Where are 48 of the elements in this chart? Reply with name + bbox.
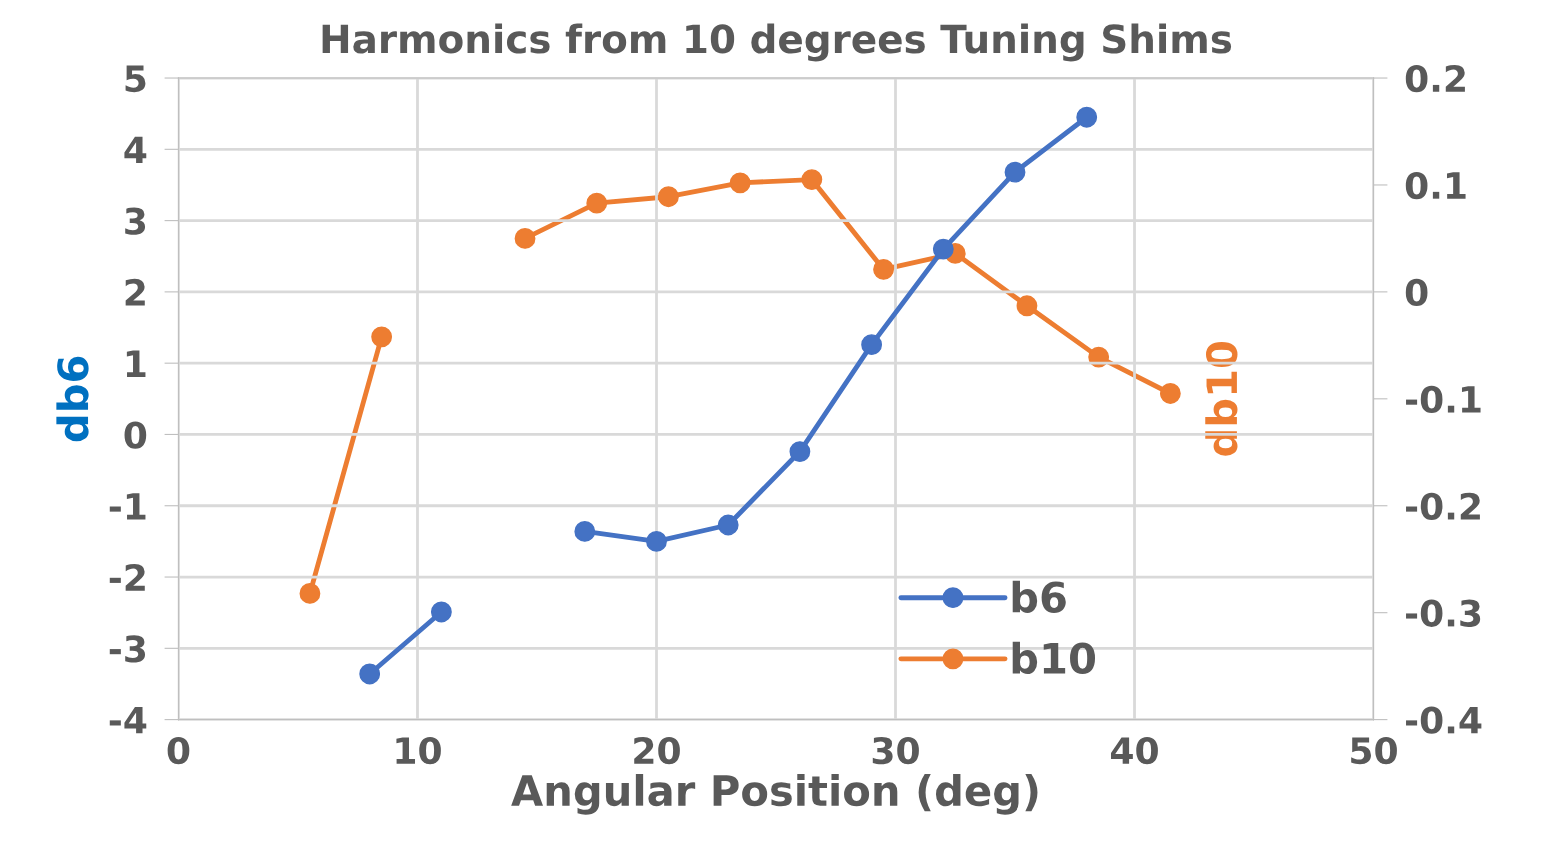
y-tick-label: -2 bbox=[109, 563, 145, 591]
point bbox=[646, 530, 667, 552]
x-tick-label: 30 bbox=[872, 736, 919, 765]
y-tick-label: 3 bbox=[125, 207, 146, 235]
point bbox=[1016, 295, 1038, 317]
point bbox=[371, 326, 393, 348]
x-tick-label: 0 bbox=[167, 736, 190, 765]
y-tick-label: -1 bbox=[109, 493, 146, 520]
chart-title: Harmonics from 10 degrees Tuning Shims bbox=[322, 23, 1232, 62]
y2-tick-label: -0.1 bbox=[1406, 385, 1481, 414]
y-tick-label: 4 bbox=[124, 136, 147, 164]
y2-tick-label: 0 bbox=[1405, 278, 1428, 307]
point bbox=[873, 259, 894, 280]
x-tick-label: 10 bbox=[396, 736, 441, 765]
point bbox=[1004, 161, 1026, 183]
y2-tick-label: -0.2 bbox=[1406, 492, 1480, 520]
point bbox=[717, 514, 739, 536]
point bbox=[658, 186, 679, 208]
y-tick-label: 2 bbox=[125, 278, 145, 306]
x-tick-label: 40 bbox=[1111, 736, 1158, 765]
point bbox=[801, 169, 823, 191]
point bbox=[574, 520, 596, 542]
point bbox=[789, 441, 811, 462]
point bbox=[586, 192, 608, 214]
point bbox=[861, 334, 883, 356]
x-tick-label: 20 bbox=[634, 736, 680, 765]
point bbox=[430, 601, 452, 623]
y2-tick-label: -0.3 bbox=[1406, 599, 1481, 627]
y-tick-label: -3 bbox=[109, 635, 146, 663]
point bbox=[1159, 383, 1181, 404]
y-tick-label: 1 bbox=[126, 350, 146, 377]
x-tick-label: 50 bbox=[1351, 736, 1397, 765]
y-axis-title: db6 bbox=[56, 356, 89, 442]
point bbox=[1076, 106, 1098, 128]
point bbox=[729, 172, 751, 194]
legend-label: b6 bbox=[1012, 580, 1066, 613]
point bbox=[932, 238, 954, 260]
y-tick-label: -4 bbox=[109, 707, 147, 734]
point bbox=[299, 583, 321, 604]
point bbox=[359, 663, 381, 685]
x-axis-title: Angular Position (deg) bbox=[511, 774, 1038, 815]
y-tick-label: 0 bbox=[124, 421, 147, 449]
y2-tick-label: 0.1 bbox=[1405, 171, 1466, 200]
point bbox=[514, 228, 536, 249]
legend-label: b10 bbox=[1012, 641, 1096, 675]
y2-tick-label: 0.2 bbox=[1405, 64, 1465, 93]
y2-tick-label: -0.4 bbox=[1406, 706, 1482, 734]
y-tick-label: 5 bbox=[125, 65, 146, 93]
